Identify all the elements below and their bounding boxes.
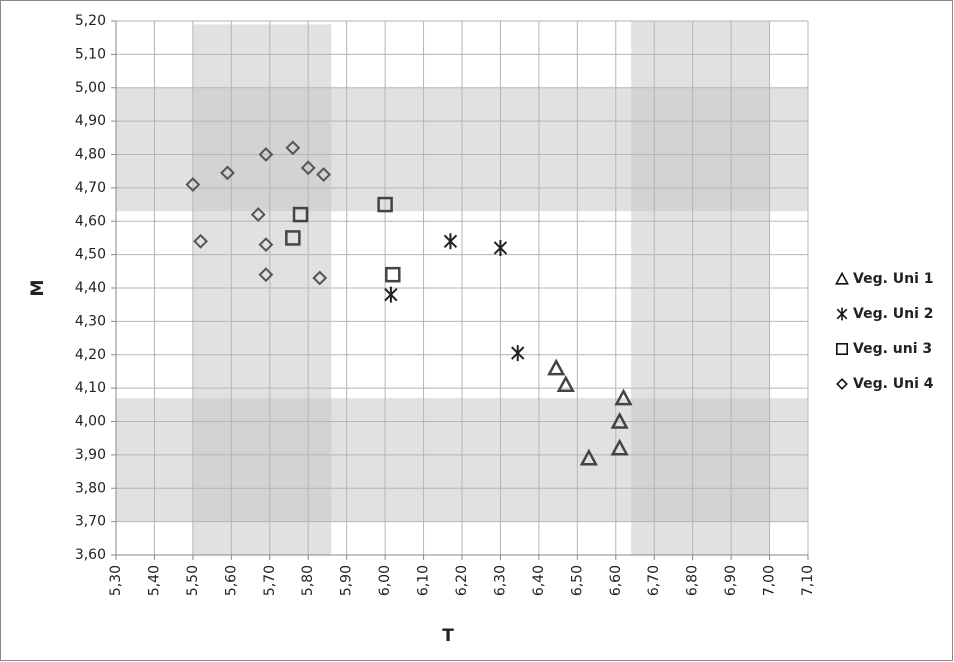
marker	[836, 378, 848, 390]
x-tick-label: 6,40	[531, 565, 547, 596]
marker	[835, 342, 848, 355]
marker	[285, 140, 301, 156]
y-tick-label: 3,70	[75, 514, 106, 530]
legend-item: Veg. uni 3	[835, 341, 932, 357]
y-tick-label: 3,90	[75, 447, 106, 463]
marker	[258, 237, 274, 253]
marker	[300, 160, 316, 176]
marker	[511, 345, 525, 362]
y-axis-title: M	[28, 280, 48, 297]
y-tick-label: 5,10	[75, 46, 106, 62]
y-tick-label: 3,60	[75, 547, 106, 563]
x-tick-label: 5,80	[300, 565, 316, 596]
y-tick-label: 4,10	[75, 380, 106, 396]
marker	[258, 267, 274, 283]
x-tick-label: 5,30	[108, 565, 124, 596]
marker	[385, 266, 401, 283]
y-tick-label: 4,90	[75, 113, 106, 129]
legend-label: Veg. Uni 1	[853, 271, 934, 287]
marker	[614, 388, 633, 406]
x-tick-label: 6,70	[646, 565, 662, 596]
x-tick-label: 6,50	[569, 565, 585, 596]
marker	[556, 375, 575, 393]
x-tick-label: 6,90	[723, 565, 739, 596]
x-tick-label: 6,10	[416, 565, 432, 596]
x-tick-label: 6,80	[685, 565, 701, 596]
marker	[258, 147, 274, 162]
y-tick-label: 4,80	[75, 147, 106, 163]
y-tick-label: 3,80	[75, 480, 106, 496]
marker	[285, 230, 301, 246]
marker	[185, 177, 201, 192]
x-tick-label: 5,90	[339, 565, 355, 596]
marker	[547, 358, 566, 376]
x-tick-label: 5,50	[185, 565, 201, 596]
marker	[384, 286, 398, 303]
legend-label: Veg. Uni 2	[853, 306, 934, 322]
y-tick-label: 5,00	[75, 80, 106, 96]
legend-label: Veg. Uni 4	[853, 376, 934, 392]
x-tick-label: 5,40	[146, 565, 162, 596]
x-tick-label: 6,60	[608, 565, 624, 596]
y-tick-label: 5,20	[75, 13, 106, 29]
marker	[836, 307, 848, 321]
x-tick-label: 6,30	[492, 565, 508, 596]
y-tick-label: 4,70	[75, 180, 106, 196]
x-axis-title: T	[442, 626, 454, 646]
y-tick-label: 4,20	[75, 347, 106, 363]
x-tick-label: 5,70	[262, 565, 278, 596]
legend-item: Veg. Uni 2	[836, 306, 934, 322]
y-tick-label: 4,50	[75, 247, 106, 263]
y-tick-label: 4,30	[75, 313, 106, 329]
x-tick-label: 5,60	[223, 565, 239, 596]
x-tick-label: 7,10	[800, 565, 816, 596]
legend-label: Veg. uni 3	[853, 341, 932, 357]
marker	[193, 233, 208, 249]
x-tick-label: 7,00	[762, 565, 778, 596]
legend-item: Veg. Uni 1	[835, 271, 934, 287]
marker	[316, 167, 332, 182]
marker	[610, 411, 629, 429]
marker	[579, 448, 598, 466]
marker	[835, 271, 849, 285]
marker	[610, 438, 629, 456]
marker	[250, 207, 266, 222]
marker	[220, 165, 235, 181]
legend-item: Veg. Uni 4	[836, 376, 934, 392]
y-tick-label: 4,40	[75, 280, 106, 296]
y-tick-label: 4,00	[75, 414, 106, 430]
marker	[443, 233, 458, 250]
marker	[493, 239, 508, 256]
marker	[292, 206, 309, 223]
marker	[312, 270, 328, 286]
x-tick-label: 6,00	[377, 565, 393, 596]
x-tick-label: 6,20	[454, 565, 470, 596]
y-tick-label: 4,60	[75, 213, 106, 229]
marker	[377, 196, 393, 213]
